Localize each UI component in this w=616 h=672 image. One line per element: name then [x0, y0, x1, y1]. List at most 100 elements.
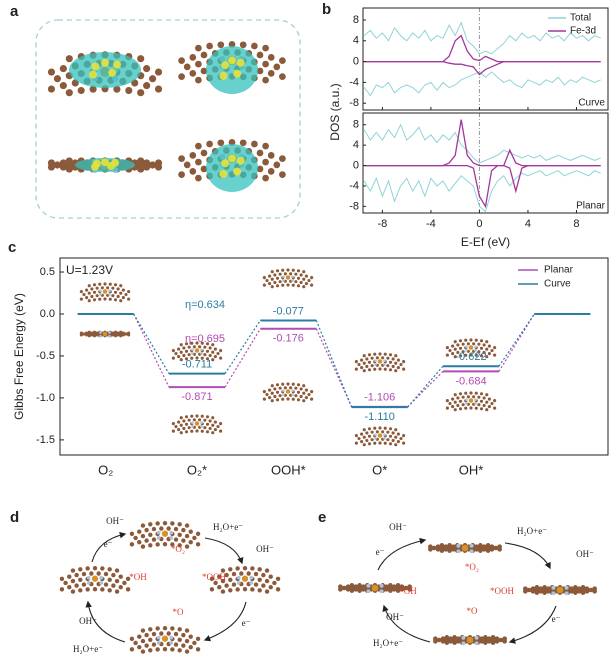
atom — [79, 290, 83, 294]
atom — [250, 587, 255, 592]
n-atom — [474, 402, 477, 405]
atom — [294, 272, 298, 276]
atom — [116, 287, 120, 291]
atom — [133, 640, 138, 646]
atom — [592, 589, 597, 594]
atom — [445, 406, 449, 410]
atom — [388, 442, 393, 446]
fe-atom — [466, 636, 474, 644]
atom — [445, 346, 449, 350]
atom — [302, 270, 306, 274]
atom — [490, 401, 494, 406]
atom — [170, 542, 175, 547]
n-atom — [474, 641, 479, 646]
atom — [403, 585, 409, 591]
atom — [256, 51, 264, 59]
atom — [155, 521, 160, 526]
x-tick-label: O* — [372, 462, 387, 477]
atom — [362, 354, 366, 358]
atom — [378, 367, 382, 371]
atom — [200, 341, 204, 345]
legend-label: Planar — [544, 265, 574, 276]
molecule — [262, 268, 314, 289]
atom — [296, 269, 301, 273]
atom — [111, 583, 116, 588]
fe-atom — [556, 586, 564, 594]
atom — [137, 540, 142, 545]
atom — [79, 333, 83, 337]
x-tick-label: -8 — [378, 218, 388, 230]
n-atom — [249, 575, 254, 580]
atom — [184, 533, 190, 539]
atom — [92, 283, 97, 287]
atom — [275, 390, 280, 394]
fe-atom — [377, 359, 383, 364]
atom — [367, 434, 372, 438]
atom — [262, 174, 269, 182]
atom — [453, 400, 457, 404]
n-atom — [465, 402, 468, 405]
atom — [181, 632, 186, 638]
x-tick-label: O₂* — [187, 462, 207, 477]
connector — [407, 370, 444, 408]
state-label: *OH — [129, 572, 147, 582]
atom — [137, 165, 145, 173]
atom — [474, 391, 478, 395]
atom — [291, 397, 295, 401]
atom — [187, 418, 191, 422]
atom — [451, 397, 455, 401]
atom — [456, 350, 460, 355]
value-label: -1.106 — [364, 392, 395, 404]
atom — [85, 288, 89, 292]
atom — [365, 357, 369, 361]
atom — [253, 571, 259, 577]
n-atom — [465, 349, 468, 352]
atom — [59, 587, 65, 592]
n-atom — [191, 425, 194, 428]
x-tick-label: 8 — [573, 218, 579, 230]
fe-atom — [91, 575, 99, 582]
atom — [114, 568, 120, 573]
atom — [365, 364, 369, 369]
atom — [273, 394, 277, 399]
atom — [367, 442, 372, 446]
atom — [179, 431, 183, 435]
molecule — [354, 352, 406, 373]
atom — [118, 574, 123, 579]
atom — [291, 283, 295, 287]
atom — [469, 338, 473, 342]
atom — [205, 349, 210, 353]
atom — [205, 422, 210, 426]
atom — [92, 565, 98, 571]
value-label: -1.110 — [364, 411, 394, 423]
atom — [81, 582, 87, 587]
atom — [149, 75, 157, 83]
atom — [268, 396, 272, 400]
atom — [85, 296, 89, 300]
atom — [178, 171, 185, 179]
atom — [133, 535, 138, 541]
atom — [283, 386, 287, 390]
atom — [289, 272, 293, 276]
atom — [239, 571, 244, 576]
atom — [231, 582, 237, 587]
atom — [394, 443, 398, 447]
atom — [200, 149, 208, 157]
atom — [482, 350, 486, 355]
n-atom — [156, 635, 161, 640]
atom — [262, 76, 269, 84]
atom — [170, 647, 175, 652]
species-label: OH⁻ — [256, 544, 274, 554]
connector — [498, 313, 535, 372]
atom — [177, 420, 181, 424]
atom — [174, 424, 178, 429]
atom — [569, 589, 574, 594]
atom — [92, 586, 98, 592]
atom — [190, 414, 194, 418]
panel-a-frame — [35, 19, 301, 219]
atom — [166, 526, 171, 531]
atom — [195, 429, 199, 433]
atom — [395, 588, 401, 593]
atom — [388, 360, 393, 364]
